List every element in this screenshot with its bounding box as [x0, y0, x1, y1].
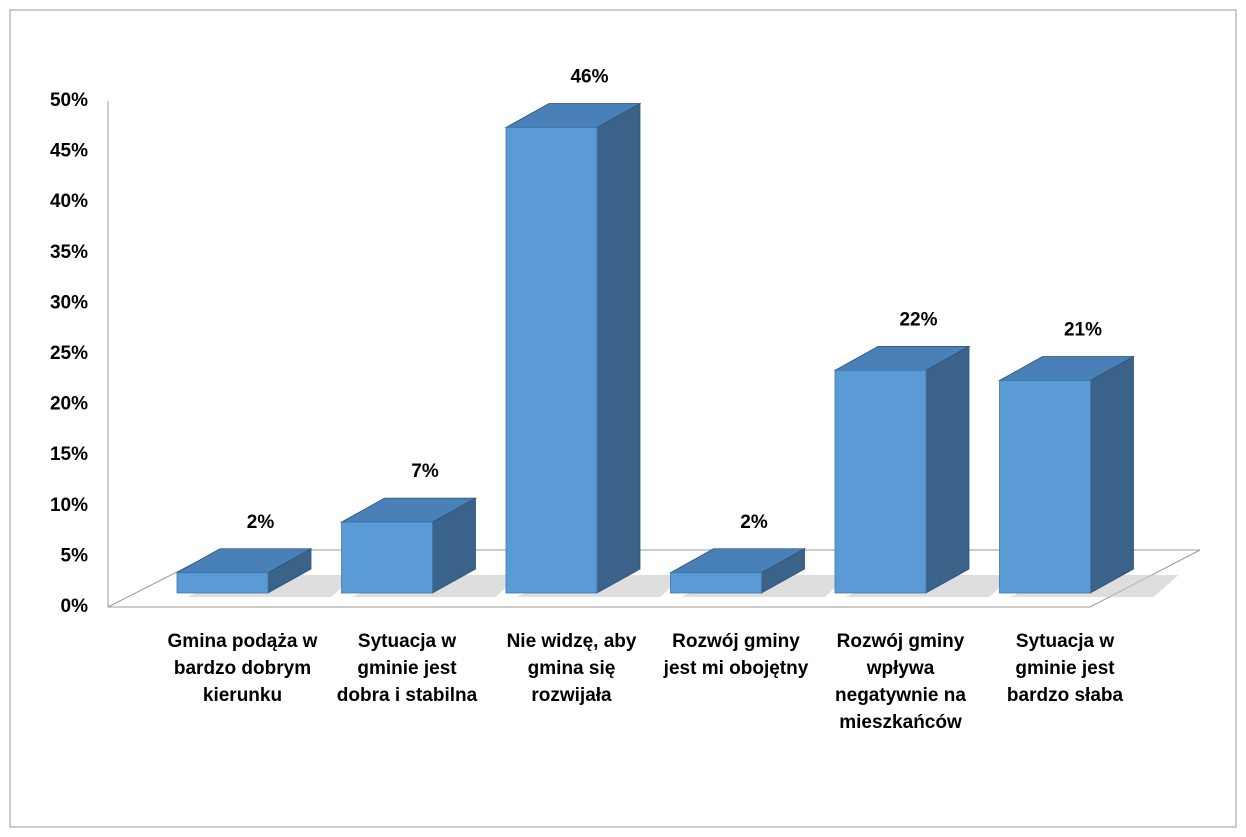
bar-side: [1090, 355, 1134, 594]
y-tick-label: 35%: [50, 242, 88, 263]
bar: [999, 380, 1091, 594]
y-tick-label: 15%: [50, 444, 88, 465]
x-tick-label: Rozwój gminy jest mi obojętny: [663, 631, 809, 679]
bar: [505, 127, 598, 594]
y-tick-label: 10%: [50, 495, 88, 516]
x-tick-label: Rozwój gminy wpływa negatywnie na mieszk…: [835, 631, 966, 733]
y-tick-label: 40%: [50, 191, 88, 212]
bar-side: [596, 102, 641, 594]
x-tick-label: Sytuacja w gminie jest bardzo słaba: [1006, 631, 1124, 706]
value-label: 2%: [740, 512, 768, 533]
bar: [341, 521, 433, 594]
y-tick-label: 45%: [50, 141, 88, 162]
value-label: 21%: [1064, 319, 1102, 340]
x-tick-label: Sytuacja w gminie jest dobra i stabilna: [336, 631, 478, 706]
value-label: 22%: [899, 309, 937, 330]
bar: [670, 572, 762, 594]
value-label: 46%: [570, 66, 608, 87]
value-label: 2%: [247, 512, 275, 533]
frame: [9, 9, 1237, 828]
bar: [834, 369, 927, 594]
bar-side: [925, 345, 970, 594]
value-label: 7%: [411, 461, 439, 482]
x-tick-label: Gmina podąża w bardzo dobrym kierunku: [167, 631, 318, 706]
bar: [176, 572, 269, 594]
y-tick-label: 25%: [50, 343, 88, 364]
y-tick-label: 0%: [61, 596, 89, 617]
y-tick-label: 50%: [50, 90, 88, 111]
x-tick-label: Nie widzę, aby gmina się rozwijała: [506, 631, 637, 706]
y-tick-label: 30%: [50, 292, 88, 313]
y-tick-label: 5%: [61, 545, 89, 566]
y-tick-label: 20%: [50, 394, 88, 415]
